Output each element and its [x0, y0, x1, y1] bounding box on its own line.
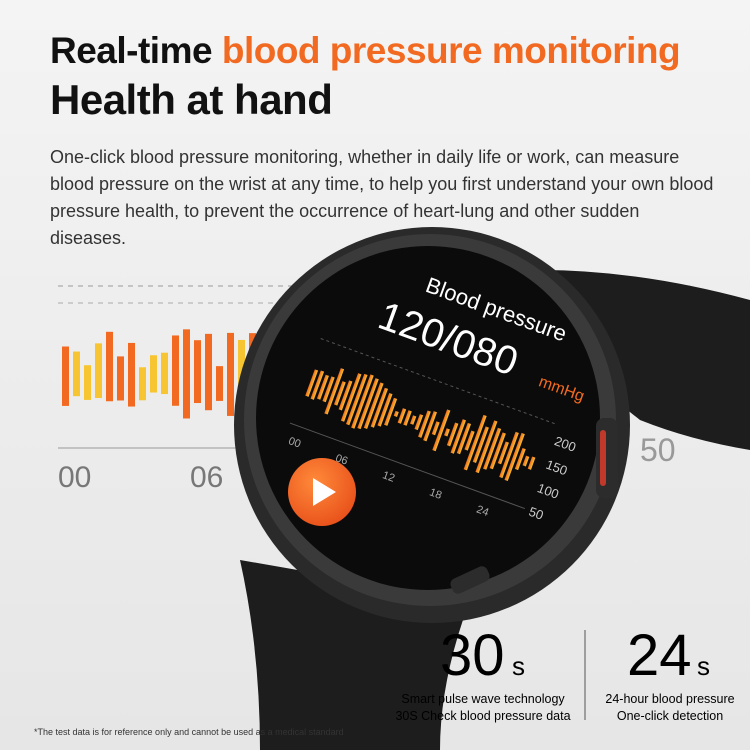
stat-unit: s — [512, 651, 525, 681]
wave-bar — [431, 421, 440, 436]
wave-bar — [463, 414, 487, 471]
wave-bar — [527, 456, 536, 470]
screen-x-label: 12 — [381, 469, 397, 484]
screen-axis — [289, 422, 526, 510]
stat-text: 30S Check blood pressure data — [395, 709, 570, 723]
wave-bar — [475, 420, 498, 474]
wave-bar — [363, 382, 384, 429]
title-plain: Real-time — [50, 30, 213, 71]
decor-bar — [128, 342, 135, 407]
title: Real-time blood pressure monitoring — [50, 30, 681, 72]
wave-bar — [504, 432, 525, 482]
decor-bar — [227, 332, 234, 416]
wave-bar — [472, 426, 489, 463]
wave-bar — [403, 410, 412, 426]
wave-bar — [393, 410, 399, 417]
decor-bar — [84, 365, 91, 400]
wave-bar — [384, 397, 398, 426]
decor-bar — [161, 352, 168, 395]
decor-bar — [172, 335, 179, 406]
bg-y-label: 50 — [640, 432, 676, 468]
wave-bar — [370, 387, 389, 428]
wave-bar — [497, 441, 509, 465]
stat-unit: s — [697, 651, 710, 681]
bg-x-label: 00 — [58, 461, 91, 494]
wave-bar — [377, 392, 393, 427]
screen-x-label: 00 — [287, 435, 303, 450]
wave-bar — [432, 409, 451, 452]
title-highlight: blood pressure monitoring — [221, 30, 681, 71]
decor-bar — [117, 356, 124, 401]
stat-number: 30 — [440, 623, 505, 688]
screen-x-label: 18 — [428, 486, 444, 501]
screen-y-label: 100 — [535, 480, 561, 502]
footnote: *The test data is for reference only and… — [34, 727, 344, 737]
decor-bar — [62, 346, 69, 406]
play-icon — [313, 478, 336, 506]
bg-x-label: 06 — [190, 461, 223, 494]
screen-y-label: 50 — [527, 504, 546, 523]
wave-bar — [450, 419, 466, 454]
wave-bar — [338, 380, 353, 411]
wave-bar — [414, 414, 424, 431]
wave-bar — [357, 378, 379, 430]
decor-bar — [183, 329, 190, 419]
stat-number: 24 — [627, 623, 692, 688]
wave-bar — [483, 427, 502, 470]
decor-bar — [194, 340, 201, 404]
wave-bar — [351, 374, 374, 429]
wave-bar — [324, 368, 345, 415]
decor-bar — [73, 351, 80, 397]
wave-bar — [397, 408, 407, 424]
wave-bar — [345, 373, 368, 426]
decor-bar — [139, 367, 146, 401]
stat-text: One-click detection — [617, 709, 723, 723]
wave-bar — [464, 430, 475, 451]
wave-bar — [316, 374, 329, 400]
wave-bar — [418, 410, 431, 438]
wave-bar — [456, 422, 472, 455]
screen-x-label: 24 — [475, 504, 491, 519]
side-button — [450, 566, 490, 594]
wave-bar — [514, 447, 526, 471]
subtitle: Health at hand — [50, 76, 333, 123]
wave-bar — [333, 381, 346, 406]
screen-y-label: 200 — [552, 433, 578, 455]
wave-bar — [310, 370, 325, 400]
decor-bar — [95, 343, 102, 399]
wave-bar — [305, 369, 319, 397]
wave-bar — [446, 422, 459, 447]
wave-bar — [423, 411, 437, 442]
wave-bar — [522, 455, 530, 467]
decor-bar — [106, 331, 113, 402]
description: One-click blood pressure monitoring, whe… — [50, 147, 714, 248]
wave-bar — [340, 373, 362, 422]
wave-bar — [444, 428, 450, 437]
wave-bar — [489, 432, 506, 470]
decor-bar — [216, 366, 223, 401]
stat-text: 24-hour blood pressure — [605, 692, 734, 706]
crown — [596, 418, 618, 498]
crown-accent — [600, 430, 606, 486]
wave-bar — [322, 376, 335, 403]
decor-bar — [205, 333, 212, 411]
decor-bar — [150, 355, 157, 393]
screen-y-label: 150 — [544, 457, 570, 479]
stat-text: Smart pulse wave technology — [401, 692, 565, 706]
wave-bar — [499, 431, 519, 479]
wave-bar — [410, 415, 417, 425]
